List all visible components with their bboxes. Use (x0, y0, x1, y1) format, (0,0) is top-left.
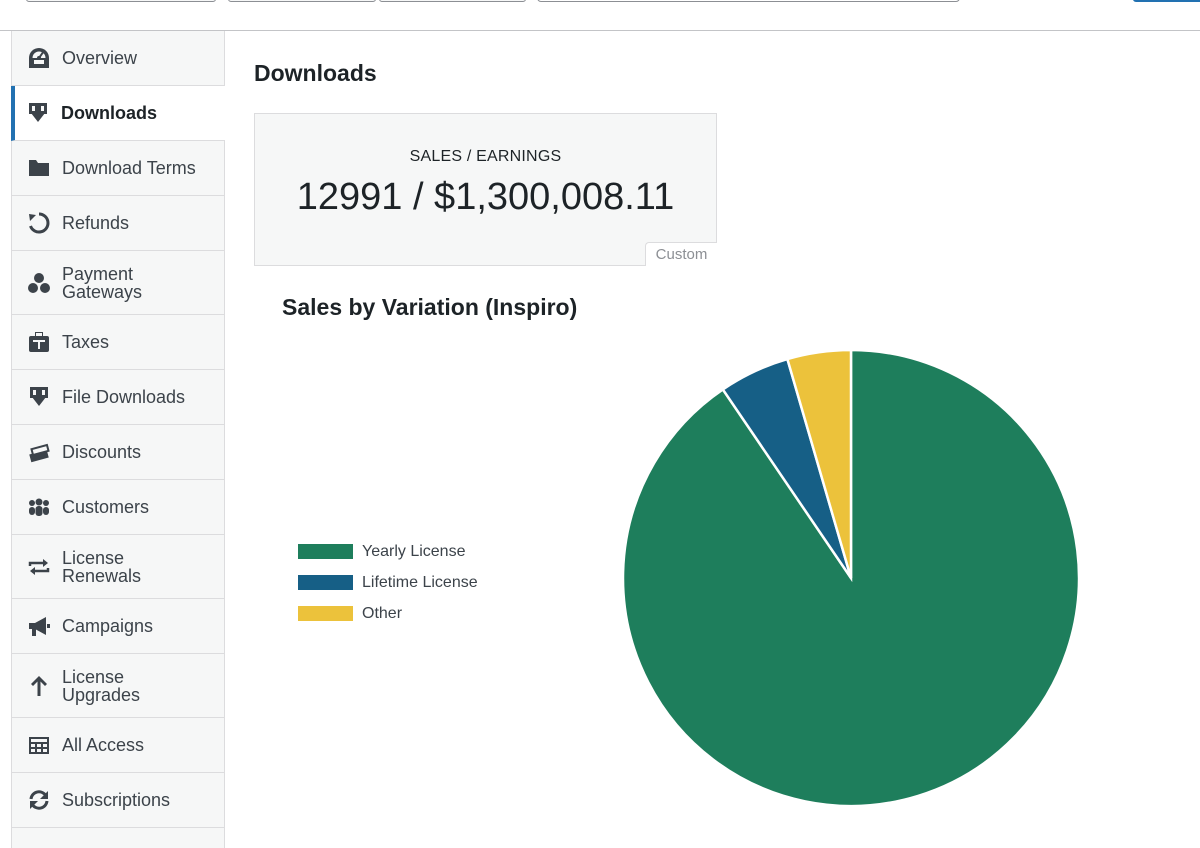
sidebar-item-license-renewals[interactable]: License Renewals (12, 535, 224, 599)
sidebar-item-label: Downloads (61, 103, 158, 123)
toolbar-button[interactable] (26, 0, 216, 2)
folder-icon (26, 155, 52, 181)
stat-value: 12991 / $1,300,008.11 (296, 176, 675, 218)
filter-button[interactable] (1133, 0, 1200, 2)
legend-label: Yearly License (362, 542, 466, 560)
sidebar-item-label: License Upgrades (62, 666, 141, 705)
page-title: Downloads (254, 60, 377, 86)
sidebar-item-download-terms[interactable]: Download Terms (12, 141, 224, 196)
top-toolbar (0, 0, 1200, 31)
toolbar-button[interactable] (379, 0, 526, 2)
pie-slice-yearly-license[interactable] (621, 348, 1081, 808)
legend-swatch (298, 606, 353, 621)
sidebar-item-label: All Access (62, 735, 145, 755)
chart-title: Sales by Variation (Inspiro) (282, 294, 578, 320)
sidebar-item-taxes[interactable]: Taxes (12, 315, 224, 370)
date-range-tag: Custom (645, 242, 717, 266)
legend-label: Lifetime License (362, 573, 478, 591)
sidebar-item-discounts[interactable]: Discounts (12, 425, 224, 480)
legend-item: Yearly License (298, 536, 478, 567)
sidebar-item-label: Payment Gateways (62, 263, 143, 302)
legend-item: Lifetime License (298, 567, 478, 598)
pie-slice-other[interactable] (785, 348, 853, 579)
sidebar-item-payment-gateways[interactable]: Payment Gateways (12, 251, 224, 315)
groups-icon (26, 494, 52, 520)
sidebar-item-overview[interactable]: Overview (12, 31, 224, 86)
sidebar-item-label: Subscriptions (62, 790, 171, 810)
sidebar-item-subscriptions[interactable]: Subscriptions (12, 773, 224, 828)
chart-legend: Yearly License Lifetime License Other (298, 536, 478, 629)
table-grid-icon (26, 732, 52, 758)
download-icon (25, 100, 51, 126)
legend-swatch (298, 544, 353, 559)
reports-sidebar: Overview Downloads Download Terms Refunds Pa… (11, 31, 225, 848)
update-icon (26, 787, 52, 813)
tax-icon (26, 329, 52, 355)
tickets-icon (26, 439, 52, 465)
sidebar-item-label: Discounts (62, 442, 142, 462)
sidebar-item-refunds[interactable]: Refunds (12, 196, 224, 251)
megaphone-icon (26, 613, 52, 639)
sidebar-item-label: File Downloads (62, 387, 186, 407)
sidebar-item-label: Taxes (62, 332, 110, 352)
arrow-up-icon (26, 673, 52, 699)
repeat-icon (26, 554, 52, 580)
sales-earnings-tile: SALES / EARNINGS 12991 / $1,300,008.11 C… (254, 113, 717, 266)
sidebar-item-customers[interactable]: Customers (12, 480, 224, 535)
dashboard-gauge-icon (26, 45, 52, 71)
sidebar-item-all-access[interactable]: All Access (12, 718, 224, 773)
report-content: Downloads SALES / EARNINGS 12991 / $1,30… (226, 31, 1200, 848)
sidebar-item-label: Campaigns (62, 616, 154, 636)
pie-chart (621, 348, 1081, 808)
stat-label: SALES / EARNINGS (409, 148, 562, 165)
toolbar-button[interactable] (228, 0, 376, 2)
sidebar-item-campaigns[interactable]: Campaigns (12, 599, 224, 654)
undo-icon (26, 210, 52, 236)
sidebar-item-more[interactable] (12, 828, 224, 848)
sidebar-item-license-upgrades[interactable]: License Upgrades (12, 654, 224, 718)
sidebar-item-label: Customers (62, 497, 150, 517)
sidebar-item-label: Download Terms (62, 158, 196, 178)
sidebar-item-label: Refunds (62, 213, 130, 233)
legend-label: Other (362, 604, 403, 622)
sidebar-item-downloads[interactable]: Downloads (11, 86, 225, 141)
gateways-icon (26, 270, 52, 296)
download-icon (26, 384, 52, 410)
legend-swatch (298, 575, 353, 590)
sidebar-item-label: License Renewals (62, 547, 142, 586)
sidebar-item-label: Overview (62, 48, 138, 68)
legend-item: Other (298, 598, 478, 629)
sidebar-item-file-downloads[interactable]: File Downloads (12, 370, 224, 425)
date-range-input[interactable] (537, 0, 960, 2)
